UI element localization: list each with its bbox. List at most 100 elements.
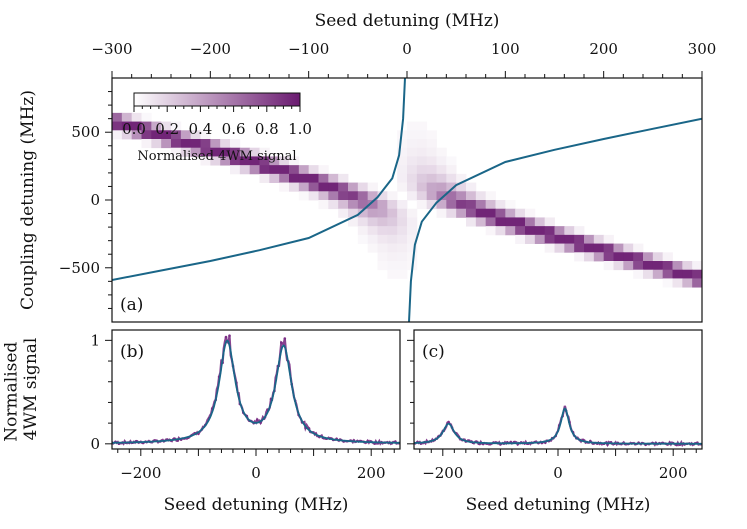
heatmap-cell [534, 234, 546, 244]
heatmap-cell [466, 191, 477, 201]
panel-a: −300 −200 −100 0 100 200 300 −500 0 500 Seed det… [18, 11, 716, 323]
heatmap-cell [613, 261, 624, 271]
heatmap-cell [121, 112, 133, 122]
heatmap-cell [318, 165, 329, 175]
heatmap-cell [289, 173, 300, 183]
data-point [228, 334, 231, 338]
heatmap-cell [141, 139, 152, 149]
heatmap-cell [682, 269, 693, 279]
heatmap-cell [180, 147, 192, 157]
measured-data [112, 335, 400, 446]
heatmap-cell [387, 200, 398, 210]
heatmap-cell [298, 165, 310, 175]
heatmap-cell [141, 130, 152, 140]
heatmap-cell [515, 226, 526, 236]
panel-c-data [414, 405, 702, 448]
heatmap-cell [416, 173, 428, 183]
heatmap-cell [171, 121, 182, 131]
heatmap-cell [416, 191, 428, 201]
heatmap-cell [112, 121, 123, 131]
heatmap-cell [171, 147, 182, 157]
heatmap-cell [643, 261, 654, 271]
data-point [224, 335, 228, 339]
heatmap-cell [377, 226, 388, 236]
colorbar-gradient [133, 92, 301, 107]
y-axis-label-b-line1: Normalised [2, 342, 22, 442]
x-tick-label-top: −300 [91, 40, 132, 58]
heatmap-cell [613, 243, 624, 253]
heatmap-cell [357, 191, 369, 201]
data-point [283, 337, 287, 340]
heatmap-cell [603, 261, 614, 271]
heatmap-cell [377, 191, 388, 201]
heatmap-cell [603, 252, 614, 262]
heatmap-cell [446, 182, 457, 192]
heatmap-cell [308, 165, 319, 175]
heatmap-cell [279, 173, 290, 183]
x-tick-label-top: −200 [190, 40, 231, 58]
colorbar-tick-label: 0.0 [122, 120, 146, 138]
y-tick-label: 500 [71, 123, 100, 141]
data-point [280, 341, 283, 344]
heatmap-cell [407, 191, 418, 201]
heatmap-cell [318, 173, 329, 183]
heatmap-cell [407, 156, 418, 166]
heatmap-cell [397, 139, 408, 149]
heatmap-cell [416, 147, 428, 157]
heatmap-cell [643, 269, 654, 279]
heatmap-cell [456, 208, 467, 218]
heatmap-cell [289, 165, 300, 175]
heatmap-cell [475, 208, 487, 218]
heatmap-cell [662, 278, 673, 288]
heatmap-cell [564, 234, 575, 244]
heatmap-cell [407, 208, 418, 218]
x-tick-label: 200 [357, 464, 386, 482]
x-tick-label-top: −100 [288, 40, 329, 58]
heatmap-cell [692, 269, 702, 279]
heatmap-cell [525, 208, 536, 218]
heatmap-cell [456, 182, 467, 192]
heatmap-cell [495, 217, 506, 227]
heatmap-cell [298, 191, 310, 201]
heatmap-cell [308, 182, 319, 192]
heatmap-cell [397, 234, 408, 244]
heatmap-cell [210, 139, 221, 149]
heatmap-cell [397, 243, 408, 253]
x-tick-label: −200 [422, 464, 463, 482]
heatmap-cell [387, 252, 398, 262]
y-axis-label-b: Normalised 4WM signal [2, 336, 42, 441]
heatmap-cell [387, 261, 398, 271]
x-axis-label-c: Seed detuning (MHz) [466, 495, 651, 515]
heatmap-cell [249, 165, 260, 175]
panel-c: −200 0 200 (c) Seed detuning (MHz) [407, 329, 703, 515]
heatmap-cell [446, 156, 457, 166]
heatmap-cell [475, 200, 487, 210]
heatmap-cell [485, 226, 496, 236]
heatmap-cell [436, 165, 447, 175]
heatmap-cell [112, 130, 123, 140]
y-axis-label-a: Coupling detuning (MHz) [18, 90, 38, 310]
heatmap-cell [387, 243, 398, 253]
heatmap-cell [603, 243, 614, 253]
heatmap-cell [377, 217, 388, 227]
heatmap-cell [397, 208, 408, 218]
heatmap-cell [348, 217, 359, 227]
x-tick-label: 200 [659, 464, 688, 482]
heatmap-cell [633, 243, 644, 253]
heatmap-cell [397, 147, 408, 157]
heatmap-cell [249, 147, 260, 157]
heatmap-cell [338, 173, 349, 183]
heatmap-cell [623, 252, 634, 262]
heatmap-cell [289, 156, 300, 166]
branch-curve [408, 117, 702, 322]
panel-b: −200 0 200 0 1 (b) Seed detuning (MHz) Norma… [2, 329, 401, 515]
heatmap-cell [426, 173, 437, 183]
heatmap-cell [554, 234, 565, 244]
heatmap-cell [446, 191, 457, 201]
heatmap-cell [407, 139, 418, 149]
heatmap-cell [485, 208, 496, 218]
heatmap-cell [151, 130, 162, 140]
heatmap-cell [416, 165, 428, 175]
heatmap-cell [357, 208, 369, 218]
